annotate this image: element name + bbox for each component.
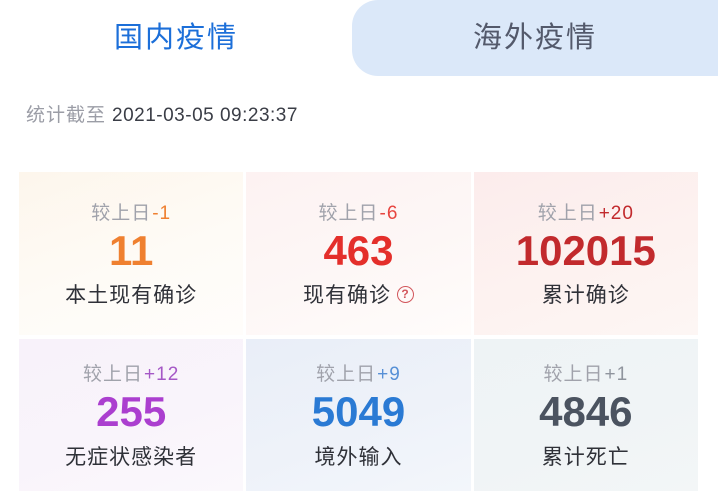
stat-delta-value: +1 bbox=[604, 364, 629, 386]
stat-delta-label: 较上日 bbox=[543, 364, 604, 386]
tab-domestic-epidemic-label: 国内疫情 bbox=[113, 22, 238, 54]
stat-label: 累计死亡 bbox=[541, 445, 630, 469]
stat-label-wrap: 现有确诊 ? bbox=[303, 279, 414, 309]
stat-card-total-confirmed[interactable]: 较上日+20 102015 累计确诊 bbox=[473, 172, 698, 335]
help-icon[interactable]: ? bbox=[396, 285, 414, 303]
stat-label-wrap: 累计确诊 bbox=[542, 279, 630, 309]
stat-label-wrap: 本土现有确诊 bbox=[65, 279, 197, 309]
stat-number: 11 bbox=[108, 226, 154, 274]
timestamp-value: 2021-03-05 09:23:37 bbox=[112, 105, 298, 126]
stat-delta: 较上日+1 bbox=[543, 359, 628, 386]
stat-delta-value: -6 bbox=[379, 202, 399, 224]
tab-overseas-epidemic-label: 海外疫情 bbox=[472, 22, 597, 54]
stat-label-wrap: 无症状感染者 bbox=[65, 441, 197, 471]
stat-label: 无症状感染者 bbox=[65, 445, 198, 469]
stat-delta: 较上日+20 bbox=[538, 198, 634, 225]
stat-delta-value: -1 bbox=[152, 202, 172, 224]
stat-delta: 较上日-6 bbox=[319, 198, 399, 225]
stat-delta: 较上日+9 bbox=[316, 359, 401, 386]
tab-bar: 国内疫情 海外疫情 bbox=[0, 0, 718, 76]
stat-delta-label: 较上日 bbox=[91, 202, 152, 224]
timestamp-label: 统计截至 bbox=[26, 105, 107, 126]
statistics-card-grid: 较上日-1 11 本土现有确诊 较上日-6 463 现有确诊 ? 较上日+20 … bbox=[19, 172, 698, 491]
stat-delta-label: 较上日 bbox=[83, 364, 144, 386]
stat-label: 境外输入 bbox=[314, 445, 403, 469]
stat-label-wrap: 境外输入 bbox=[314, 441, 402, 471]
stat-number: 255 bbox=[96, 388, 167, 436]
stat-delta-label: 较上日 bbox=[318, 202, 379, 224]
stat-card-total-deaths[interactable]: 较上日+1 4846 累计死亡 bbox=[473, 339, 698, 491]
stat-card-asymptomatic[interactable]: 较上日+12 255 无症状感染者 bbox=[19, 339, 244, 491]
stat-delta: 较上日-1 bbox=[91, 198, 171, 225]
stat-number: 4846 bbox=[539, 388, 633, 436]
stat-card-active-cases[interactable]: 较上日-6 463 现有确诊 ? bbox=[246, 172, 471, 335]
stat-card-local-active-cases[interactable]: 较上日-1 11 本土现有确诊 bbox=[19, 172, 244, 335]
stat-number: 102015 bbox=[515, 226, 656, 274]
stat-delta-value: +9 bbox=[377, 364, 401, 386]
stat-card-imported-cases[interactable]: 较上日+9 5049 境外输入 bbox=[246, 339, 471, 491]
stat-delta-label: 较上日 bbox=[537, 202, 598, 224]
statistics-timestamp: 统计截至 2021-03-05 09:23:37 bbox=[0, 76, 718, 127]
tab-domestic-epidemic[interactable]: 国内疫情 bbox=[0, 0, 352, 76]
stat-delta-value: +12 bbox=[144, 364, 180, 386]
stat-label: 累计确诊 bbox=[541, 284, 630, 308]
stat-number: 463 bbox=[323, 226, 394, 274]
stat-label: 现有确诊 bbox=[302, 284, 391, 308]
stat-label-wrap: 累计死亡 bbox=[542, 441, 630, 471]
tab-overseas-epidemic[interactable]: 海外疫情 bbox=[352, 0, 718, 76]
stat-number: 5049 bbox=[311, 388, 406, 436]
stat-delta-value: +20 bbox=[598, 202, 634, 224]
stat-delta-label: 较上日 bbox=[316, 364, 377, 386]
stat-label: 本土现有确诊 bbox=[65, 284, 198, 308]
stat-delta: 较上日+12 bbox=[83, 359, 179, 386]
